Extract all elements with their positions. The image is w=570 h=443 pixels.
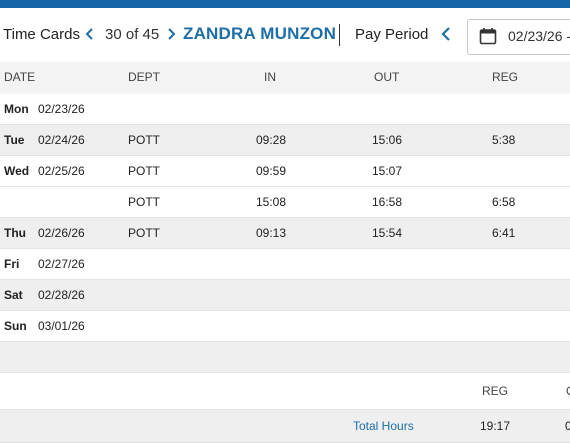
app-top-bar (0, 0, 570, 8)
pay-period-date-picker[interactable]: 02/23/26 - (467, 19, 570, 55)
row-date: 02/23/26 (38, 102, 85, 116)
table-row[interactable]: Sun 03/01/26 (0, 311, 570, 342)
column-header-date[interactable]: DATE (4, 70, 36, 84)
row-date: 02/28/26 (38, 288, 85, 302)
total-next-value: 0 (565, 419, 570, 433)
table-row[interactable]: Wed 02/25/26 POTT 09:59 15:07 (0, 156, 570, 187)
table-row[interactable]: Fri 02/27/26 (0, 249, 570, 280)
column-header-dept[interactable]: DEPT (128, 70, 161, 84)
row-out: 15:54 (372, 226, 403, 240)
row-day: Mon (4, 102, 29, 116)
pay-period-date-value: 02/23/26 - (508, 28, 570, 44)
row-date: 02/25/26 (38, 164, 85, 178)
record-position: 30 of 45 (105, 26, 160, 43)
table-row[interactable]: Tue 02/24/26 POTT 09:28 15:06 5:38 (0, 125, 570, 156)
previous-pay-period-button[interactable] (439, 25, 453, 43)
pay-period-label: Pay Period (355, 26, 429, 43)
row-day: Sun (4, 319, 27, 333)
row-dept: POTT (128, 195, 160, 209)
chevron-left-icon (85, 28, 93, 40)
table-row[interactable]: Thu 02/26/26 POTT 09:13 15:54 6:41 (0, 218, 570, 249)
row-date: 03/01/26 (38, 319, 85, 333)
chevron-left-icon (441, 27, 450, 41)
previous-record-button[interactable] (83, 25, 97, 43)
time-cards-title: Time Cards (3, 26, 80, 43)
row-out: 16:58 (372, 195, 403, 209)
row-out: 15:06 (372, 133, 403, 147)
totals-header-reg: REG (482, 384, 509, 398)
totals-row: Total Hours 19:17 0 (0, 409, 570, 443)
row-date: 02/26/26 (38, 226, 85, 240)
toolbar-divider (339, 24, 340, 46)
table-row[interactable]: Sat 02/28/26 (0, 280, 570, 311)
row-in: 09:28 (256, 133, 287, 147)
timecard-toolbar: Time Cards 30 of 45 ZANDRA MUNZON Pay Pe… (0, 8, 570, 60)
timecard-grid: DATE DEPT IN OUT REG Mon 02/23/26 Tue 02… (0, 62, 570, 443)
column-header-reg[interactable]: REG (492, 70, 519, 84)
row-day: Thu (4, 226, 26, 240)
row-day: Tue (4, 133, 25, 147)
row-date: 02/24/26 (38, 133, 85, 147)
totals-header: REG O (0, 373, 570, 409)
total-reg-value: 19:17 (480, 419, 511, 433)
row-in: 09:59 (256, 164, 287, 178)
table-row[interactable]: POTT 15:08 16:58 6:58 (0, 187, 570, 218)
row-dept: POTT (128, 164, 160, 178)
row-date: 02/27/26 (38, 257, 85, 271)
row-in: 09:13 (256, 226, 287, 240)
chevron-right-icon (168, 28, 176, 40)
row-day: Fri (4, 257, 20, 271)
grid-footer-spacer (0, 342, 570, 373)
column-header-out[interactable]: OUT (374, 70, 400, 84)
row-reg: 6:41 (492, 226, 516, 240)
row-reg: 6:58 (492, 195, 516, 209)
employee-name-link[interactable]: ZANDRA MUNZON (183, 24, 337, 43)
row-reg: 5:38 (492, 133, 516, 147)
row-day: Sat (4, 288, 23, 302)
row-out: 15:07 (372, 164, 403, 178)
total-hours-label[interactable]: Total Hours (353, 419, 414, 433)
next-record-button[interactable] (164, 25, 178, 43)
row-dept: POTT (128, 133, 160, 147)
table-row[interactable]: Mon 02/23/26 (0, 94, 570, 125)
calendar-icon[interactable] (479, 27, 497, 50)
grid-header: DATE DEPT IN OUT REG (0, 62, 570, 94)
row-day: Wed (4, 164, 30, 178)
column-header-in[interactable]: IN (264, 70, 276, 84)
row-in: 15:08 (256, 195, 287, 209)
row-dept: POTT (128, 226, 160, 240)
totals-header-next: O (566, 384, 570, 398)
